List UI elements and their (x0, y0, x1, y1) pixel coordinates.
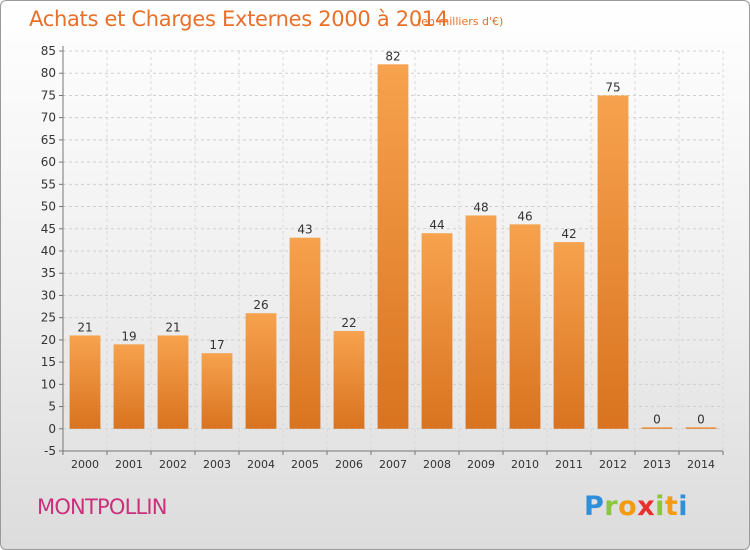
chart-title: Achats et Charges Externes 2000 à 2014 (29, 7, 449, 31)
bar (157, 335, 189, 429)
x-tick-label: 2013 (643, 458, 671, 471)
data-label: 22 (341, 316, 356, 330)
bar (113, 344, 145, 429)
data-label: 43 (297, 223, 312, 237)
data-label: 17 (209, 338, 224, 352)
x-tick-label: 2001 (115, 458, 143, 471)
data-label: 0 (653, 412, 661, 426)
x-tick-label: 2006 (335, 458, 363, 471)
y-tick-label: 15 (41, 355, 56, 369)
bar (465, 215, 497, 429)
data-label: 75 (605, 80, 620, 94)
x-tick-label: 2003 (203, 458, 231, 471)
logo-letter: r (604, 491, 619, 522)
y-tick-label: -5 (44, 444, 56, 458)
x-tick-label: 2012 (599, 458, 627, 471)
bars (69, 64, 717, 429)
x-tick-label: 2008 (423, 458, 451, 471)
logo-letter: i (678, 491, 689, 522)
y-tick-label: 80 (41, 66, 56, 80)
bar (641, 427, 673, 429)
data-label: 21 (165, 320, 180, 334)
y-tick-label: 70 (41, 111, 56, 125)
y-tick-label: 45 (41, 222, 56, 236)
y-tick-label: 75 (41, 88, 56, 102)
y-tick-label: 10 (41, 377, 56, 391)
y-tick-label: 40 (41, 244, 56, 258)
data-label: 44 (429, 218, 444, 232)
data-label: 26 (253, 298, 268, 312)
y-tick-label: 30 (41, 288, 56, 302)
y-axis-tick-labels: -5 0 5 10 15 20 25 30 35 40 45 50 55 60 65 70 75 80 85 (41, 44, 56, 458)
x-tick-label: 2004 (247, 458, 275, 471)
y-tick-label: 20 (41, 333, 56, 347)
y-tick-label: 25 (41, 311, 56, 325)
commune-name: MONTPOLLIN (37, 495, 167, 519)
bar (597, 95, 629, 429)
y-tick-label: 0 (48, 422, 56, 436)
x-tick-label: 2014 (687, 458, 715, 471)
bar (421, 233, 453, 429)
y-tick-label: 60 (41, 155, 56, 169)
bar (201, 353, 233, 429)
bar (509, 224, 541, 429)
proxiti-logo: Proxiti (584, 491, 688, 522)
x-tick-label: 2007 (379, 458, 407, 471)
logo-letter: o (618, 491, 638, 522)
bar (377, 64, 409, 429)
bar (553, 242, 585, 429)
data-label: 19 (121, 329, 136, 343)
x-tick-label: 2010 (511, 458, 539, 471)
bar (685, 427, 717, 429)
data-label: 42 (561, 227, 576, 241)
x-axis-tick-labels: 2000 2001 2002 2003 2004 2005 2006 2007 2008 2009… (71, 458, 715, 471)
y-tick-label: 55 (41, 177, 56, 191)
data-label: 48 (473, 200, 488, 214)
y-tick-label: 50 (41, 200, 56, 214)
axes (59, 46, 724, 455)
x-tick-label: 2009 (467, 458, 495, 471)
bar (69, 335, 101, 429)
bar (245, 313, 277, 429)
data-label: 46 (517, 209, 532, 223)
data-label: 82 (385, 49, 400, 63)
x-tick-label: 2011 (555, 458, 583, 471)
y-tick-label: 85 (41, 44, 56, 58)
y-tick-label: 5 (48, 400, 56, 414)
logo-letter: x (637, 491, 656, 522)
x-tick-label: 2002 (159, 458, 187, 471)
logo-letter: i (655, 491, 665, 522)
bar (289, 237, 321, 429)
data-label: 21 (77, 320, 92, 334)
data-labels: 21 19 21 17 26 43 22 82 44 48 46 42 75 0 0 (77, 49, 704, 426)
bar (333, 331, 365, 429)
chart-unit-subtitle: (en milliers d'€) (417, 15, 504, 28)
y-tick-label: 65 (41, 133, 56, 147)
y-tick-label: 35 (41, 266, 56, 280)
logo-letter: P (584, 491, 605, 522)
x-tick-label: 2005 (291, 458, 319, 471)
x-tick-label: 2000 (71, 458, 99, 471)
data-label: 0 (697, 412, 705, 426)
logo-letter: t (664, 491, 679, 522)
